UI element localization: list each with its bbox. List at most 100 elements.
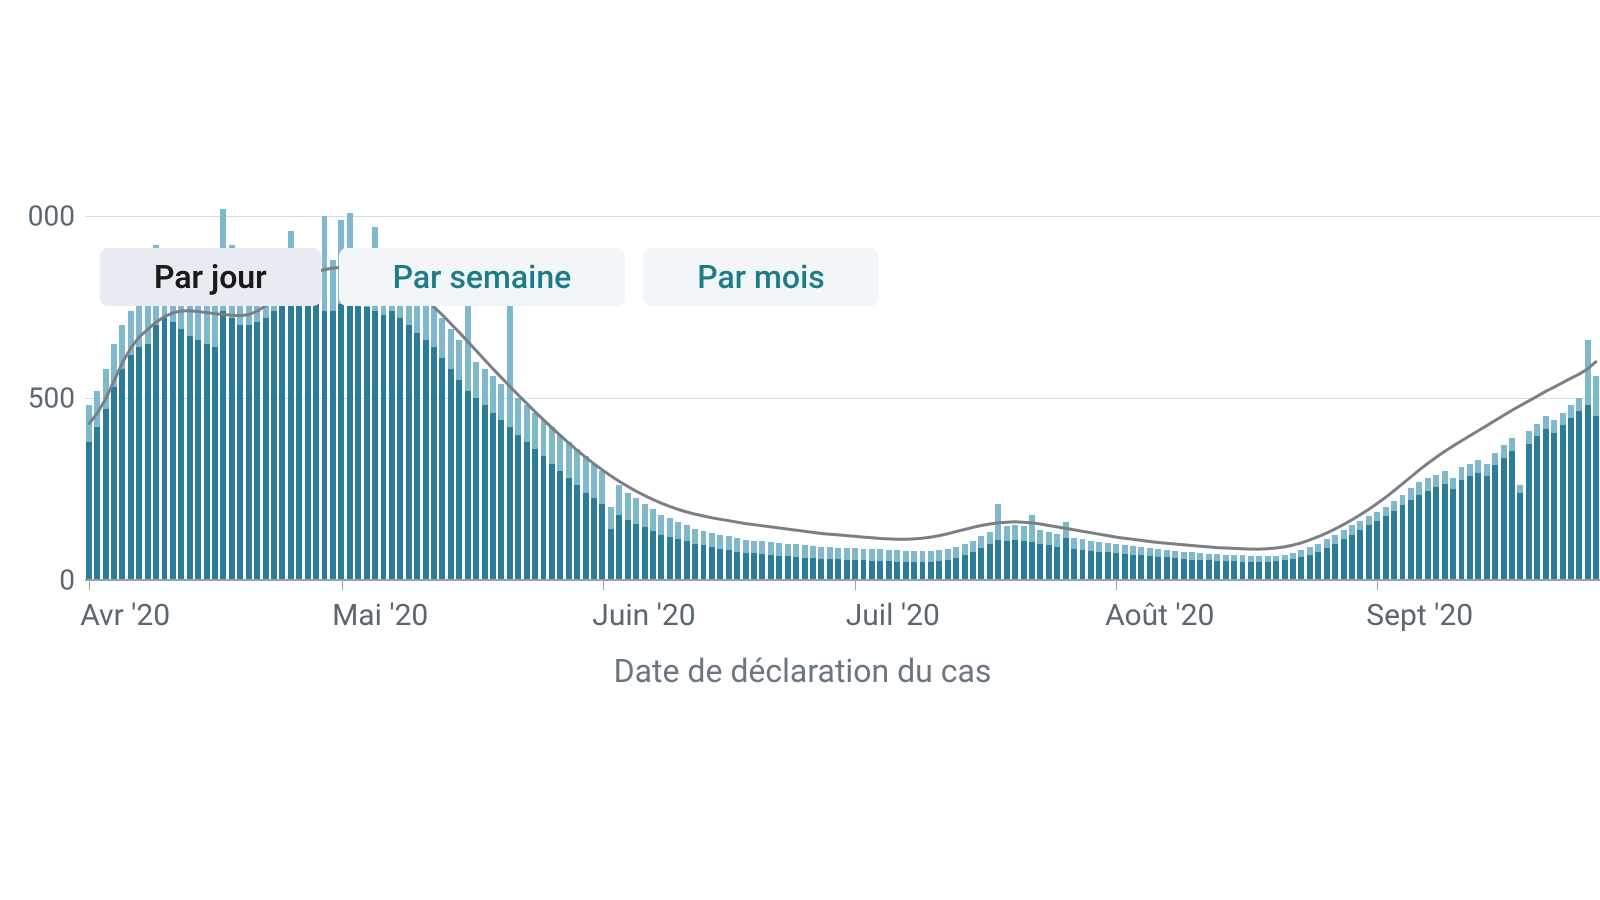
bar-segment-dark — [465, 391, 471, 580]
bar — [371, 180, 378, 580]
bar — [515, 180, 522, 580]
bar-segment-dark — [1551, 433, 1557, 580]
bar-segment-dark — [448, 369, 454, 580]
bar — [877, 180, 884, 580]
bar — [1180, 180, 1187, 580]
bar — [1559, 180, 1566, 580]
bar — [1011, 180, 1018, 580]
bar-segment-dark — [642, 527, 648, 580]
bar — [952, 180, 959, 580]
bar — [228, 180, 235, 580]
bar-segment-dark — [818, 559, 824, 580]
bar-segment-dark — [355, 304, 361, 580]
bar — [582, 180, 589, 580]
bar-segment-dark — [1248, 562, 1254, 580]
xtick — [603, 580, 604, 590]
bar — [1357, 180, 1364, 580]
bar-segment-dark — [119, 369, 125, 580]
bar-segment-dark — [162, 318, 168, 580]
bar-segment-dark — [1147, 556, 1153, 580]
bar-segment-dark — [894, 562, 900, 580]
bar — [1466, 180, 1473, 580]
bar — [1020, 180, 1027, 580]
bar — [792, 180, 799, 580]
bar-segment-dark — [296, 300, 302, 580]
bar-segment-dark — [490, 413, 496, 580]
bar-segment-dark — [1256, 562, 1262, 580]
bar — [1374, 180, 1381, 580]
bar-segment-dark — [263, 318, 269, 580]
xtick — [342, 580, 343, 590]
bar-segment-dark — [945, 560, 951, 580]
xtick — [89, 580, 90, 590]
bar-segment-dark — [1265, 562, 1271, 580]
bar-segment-dark — [1383, 516, 1389, 580]
bar-segment-dark — [305, 300, 311, 580]
bar-segment-dark — [785, 556, 791, 580]
bar — [1491, 180, 1498, 580]
bar — [178, 180, 185, 580]
bar-segment-dark — [759, 554, 765, 580]
bar — [1407, 180, 1414, 580]
bar-segment-dark — [566, 478, 572, 580]
bar — [894, 180, 901, 580]
bar-segment-dark — [1113, 553, 1119, 580]
bar — [1163, 180, 1170, 580]
bar-segment-dark — [1543, 429, 1549, 580]
bar-segment-dark — [903, 562, 909, 580]
bar — [439, 180, 446, 580]
bar — [919, 180, 926, 580]
bar-segment-dark — [1063, 538, 1069, 580]
bar-segment-dark — [717, 549, 723, 580]
bar — [573, 180, 580, 580]
xtick — [855, 580, 856, 590]
xtick-label: Juil '20 — [846, 598, 940, 633]
tab-par-jour[interactable]: Par jour — [100, 248, 321, 306]
bar — [540, 180, 547, 580]
bar-segment-dark — [204, 344, 210, 580]
bar — [1576, 180, 1583, 580]
bar — [1281, 180, 1288, 580]
bar-segment-dark — [625, 520, 631, 580]
bar — [835, 180, 842, 580]
bar — [700, 180, 707, 580]
bar-segment-dark — [389, 311, 395, 580]
bar — [1323, 180, 1330, 580]
bar — [851, 180, 858, 580]
bar — [1247, 180, 1254, 580]
bar-segment-dark — [541, 456, 547, 580]
bar — [1155, 180, 1162, 580]
bar — [397, 180, 404, 580]
bar — [413, 180, 420, 580]
bar-segment-dark — [1096, 552, 1102, 580]
bar — [860, 180, 867, 580]
bar-segment-dark — [1526, 444, 1532, 580]
bar — [1449, 180, 1456, 580]
bar — [405, 180, 412, 580]
bar-segment-dark — [1223, 561, 1229, 580]
bar — [127, 180, 134, 580]
bar — [321, 180, 328, 580]
bar — [85, 180, 92, 580]
bar — [144, 180, 151, 580]
bar-segment-dark — [1366, 525, 1372, 580]
bar — [498, 180, 505, 580]
tab-par-mois[interactable]: Par mois — [643, 248, 878, 306]
bar — [1112, 180, 1119, 580]
bar — [1045, 180, 1052, 580]
bar-segment-dark — [835, 559, 841, 580]
bar — [548, 180, 555, 580]
bar-segment-dark — [322, 311, 328, 580]
bar — [1424, 180, 1431, 580]
tab-par-semaine[interactable]: Par semaine — [339, 248, 626, 306]
bar — [531, 180, 538, 580]
bar-segment-dark — [1509, 451, 1515, 580]
bar — [430, 180, 437, 580]
bar-segment-dark — [1046, 545, 1052, 580]
bar — [456, 180, 463, 580]
bar-segment-dark — [1349, 535, 1355, 580]
bar — [1289, 180, 1296, 580]
bar-segment-dark — [608, 529, 614, 580]
bar — [1197, 180, 1204, 580]
bar — [1003, 180, 1010, 580]
